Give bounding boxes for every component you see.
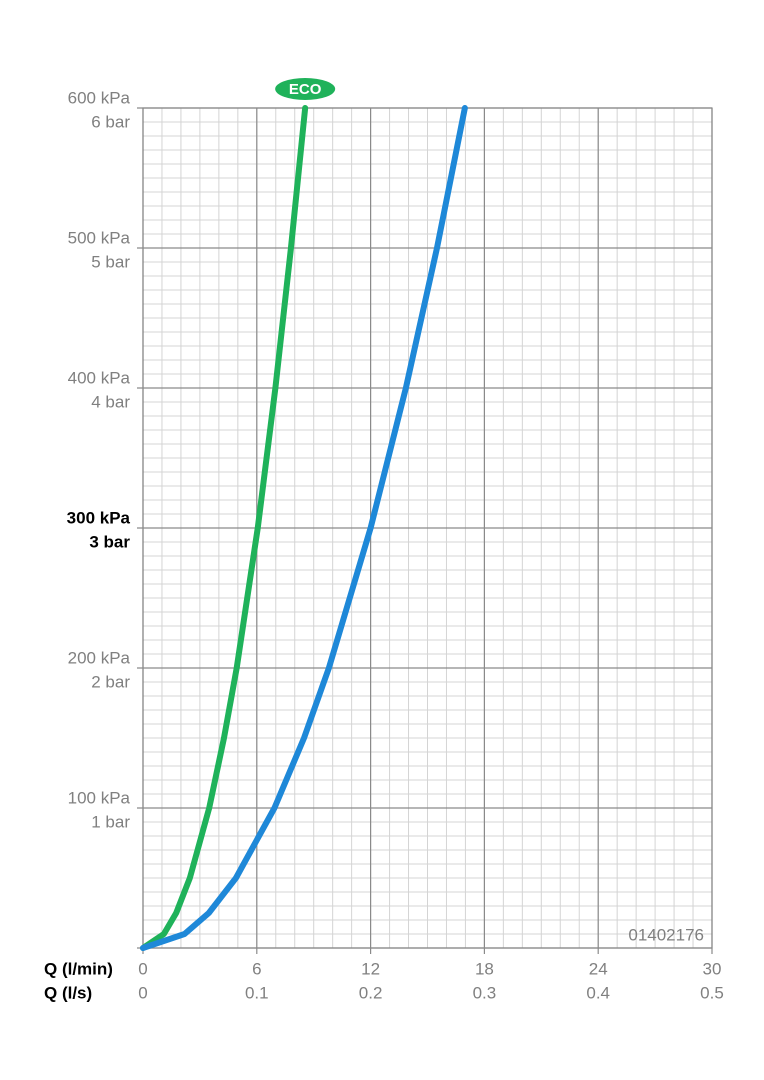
x2-tick-label: 0.3 bbox=[473, 983, 497, 1002]
y-tick-label: 600 kPa bbox=[68, 88, 131, 107]
y-tick-label: 500 kPa bbox=[68, 228, 131, 247]
plot-border bbox=[142, 107, 713, 949]
x-tick-label: 24 bbox=[589, 959, 608, 978]
y2-tick-label: 6 bar bbox=[91, 112, 130, 131]
legend-label: ECO bbox=[289, 81, 322, 98]
x-tick-label: 30 bbox=[703, 959, 722, 978]
x2-tick-label: 0.5 bbox=[700, 983, 724, 1002]
x-tick-label: 0 bbox=[138, 959, 147, 978]
x2-tick-label: 0.2 bbox=[359, 983, 383, 1002]
y2-tick-label: 1 bar bbox=[91, 812, 130, 831]
y-tick-label: 400 kPa bbox=[68, 368, 131, 387]
y2-tick-label: 3 bar bbox=[89, 532, 130, 551]
x2-axis-label: Q (l/s) bbox=[44, 983, 92, 1002]
x2-tick-label: 0 bbox=[138, 983, 147, 1002]
y-tick-label: 300 kPa bbox=[67, 508, 131, 527]
x2-tick-label: 0.1 bbox=[245, 983, 269, 1002]
x-tick-label: 12 bbox=[361, 959, 380, 978]
code-label: 01402176 bbox=[628, 925, 704, 944]
x2-tick-label: 0.4 bbox=[586, 983, 610, 1002]
y-tick-label: 100 kPa bbox=[68, 788, 131, 807]
series-line bbox=[140, 105, 468, 951]
lines bbox=[140, 105, 468, 951]
series-line bbox=[140, 105, 309, 951]
y2-tick-label: 2 bar bbox=[91, 672, 130, 691]
y2-tick-label: 5 bar bbox=[91, 252, 130, 271]
x-tick-label: 18 bbox=[475, 959, 494, 978]
grid bbox=[137, 107, 713, 954]
x-tick-label: 6 bbox=[252, 959, 261, 978]
y-tick-label: 200 kPa bbox=[68, 648, 131, 667]
labels: Q (l/min) Q (l/s) 01402176 0 6 12 18 24 30 0 0.… bbox=[44, 78, 724, 1002]
y2-tick-label: 4 bar bbox=[91, 392, 130, 411]
x-axis-label: Q (l/min) bbox=[44, 959, 113, 978]
series-badge bbox=[275, 78, 336, 100]
